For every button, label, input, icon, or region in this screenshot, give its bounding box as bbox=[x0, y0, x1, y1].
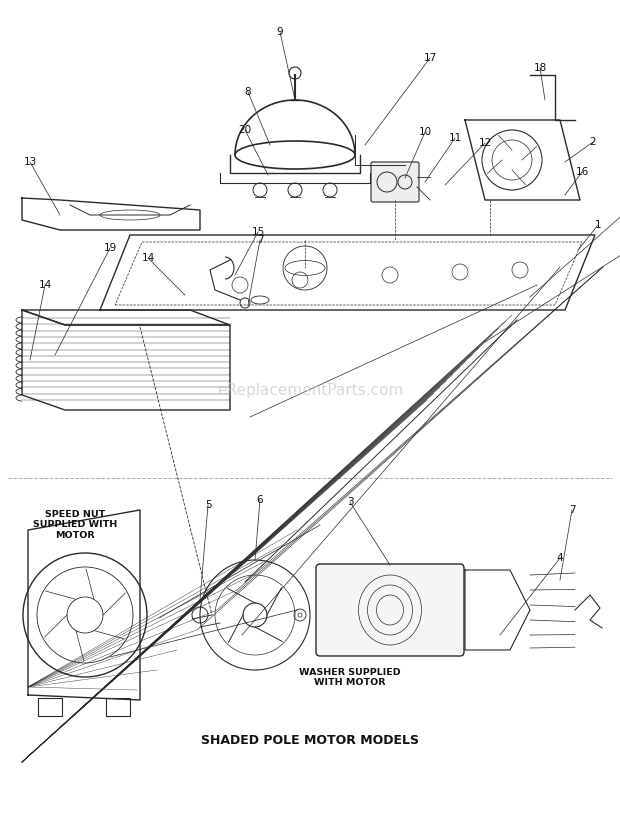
Text: 3: 3 bbox=[347, 497, 353, 507]
Text: 16: 16 bbox=[575, 167, 588, 177]
Text: SPEED NUT
SUPPLIED WITH
MOTOR: SPEED NUT SUPPLIED WITH MOTOR bbox=[33, 510, 117, 540]
Text: 19: 19 bbox=[104, 243, 117, 253]
Text: 15: 15 bbox=[251, 227, 265, 237]
Text: 4: 4 bbox=[557, 553, 564, 563]
Text: 5: 5 bbox=[205, 500, 211, 510]
Text: 12: 12 bbox=[479, 138, 492, 148]
Text: 17: 17 bbox=[423, 53, 436, 63]
FancyBboxPatch shape bbox=[371, 162, 419, 202]
Text: 8: 8 bbox=[245, 87, 251, 97]
Text: 18: 18 bbox=[533, 63, 547, 73]
Text: eReplacementParts.com: eReplacementParts.com bbox=[217, 383, 403, 398]
Text: 1: 1 bbox=[595, 220, 601, 230]
Text: WASHER SUPPLIED
WITH MOTOR: WASHER SUPPLIED WITH MOTOR bbox=[299, 668, 401, 687]
FancyBboxPatch shape bbox=[316, 564, 464, 656]
Text: 2: 2 bbox=[590, 137, 596, 147]
Text: 20: 20 bbox=[239, 125, 252, 135]
Text: 14: 14 bbox=[141, 253, 154, 263]
Text: 7: 7 bbox=[257, 235, 264, 245]
Text: 14: 14 bbox=[38, 280, 51, 290]
Text: 9: 9 bbox=[277, 27, 283, 37]
Text: 13: 13 bbox=[24, 157, 37, 167]
Text: 6: 6 bbox=[257, 495, 264, 505]
Text: 10: 10 bbox=[418, 127, 432, 137]
Text: 7: 7 bbox=[569, 505, 575, 515]
Text: SHADED POLE MOTOR MODELS: SHADED POLE MOTOR MODELS bbox=[201, 734, 419, 747]
Text: 11: 11 bbox=[448, 133, 462, 143]
